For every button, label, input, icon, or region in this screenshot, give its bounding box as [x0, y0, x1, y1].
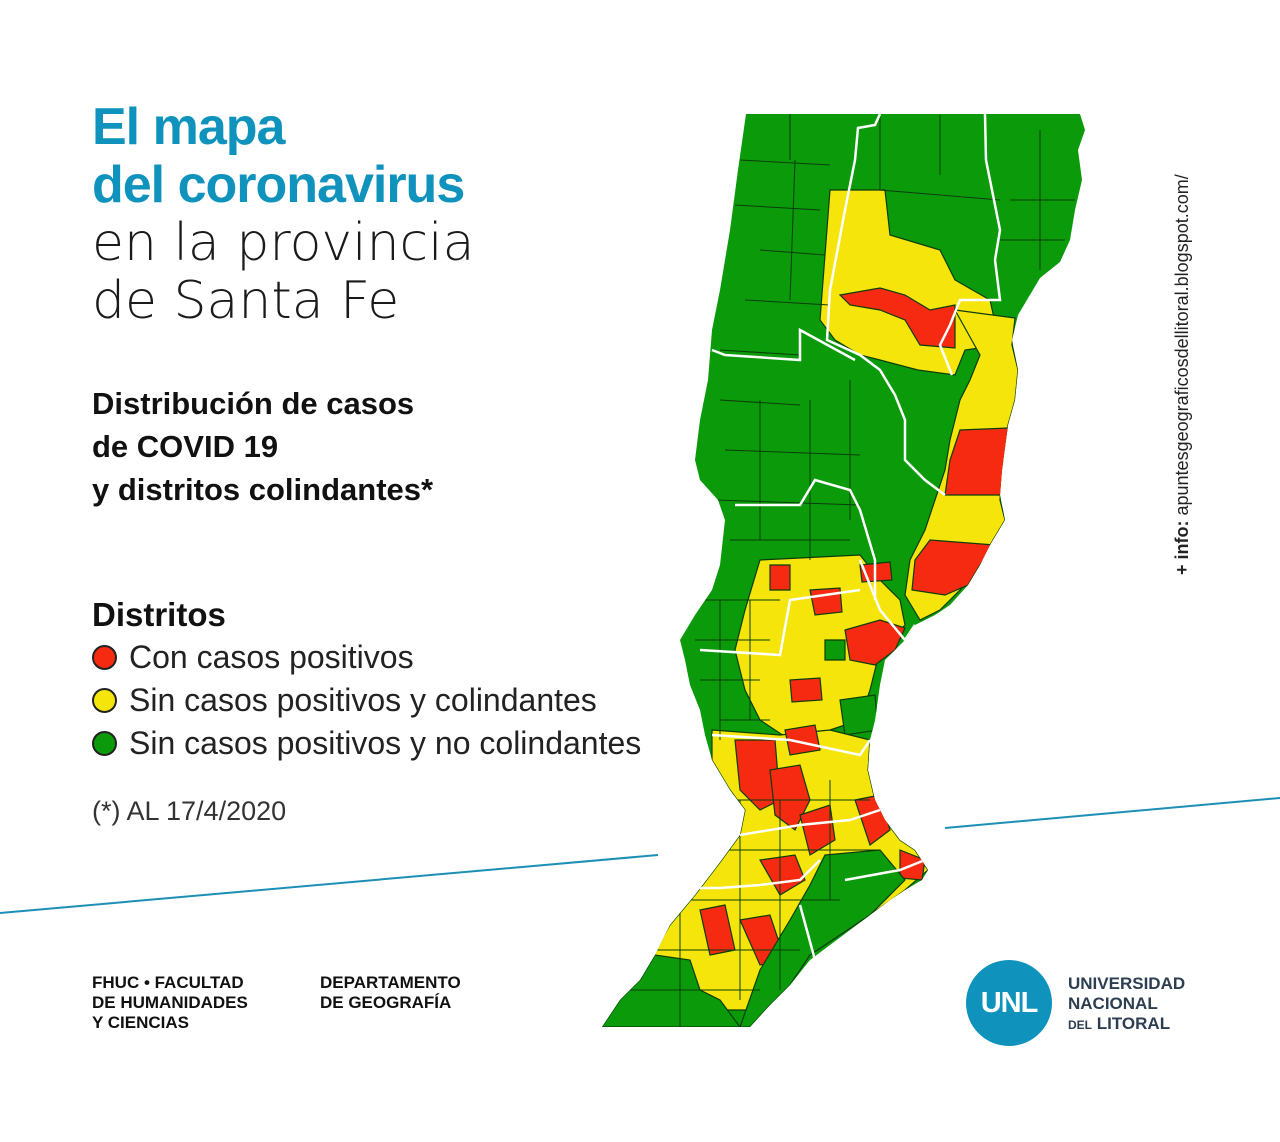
department-line-2: DE GEOGRAFÍA [320, 993, 452, 1012]
yellow-circle-icon [92, 688, 117, 713]
more-info-link[interactable]: + info: apuntesgeograficosdellitoral.blo… [1172, 174, 1193, 575]
info-prefix: + info: [1172, 520, 1192, 576]
green-circle-icon [92, 731, 117, 756]
university-line-3: DEL LITORAL [1068, 1014, 1185, 1035]
legend-item-non-adjacent: Sin casos positivos y no colindantes [92, 722, 641, 765]
legend-item-adjacent: Sin casos positivos y colindantes [92, 679, 641, 722]
legend-label: Sin casos positivos y no colindantes [129, 725, 642, 761]
unl-logo: UNL [966, 960, 1052, 1046]
department-line-1: DEPARTAMENTO [320, 973, 461, 992]
title-line-1: El mapa [92, 98, 285, 156]
legend-heading: Distritos [92, 596, 226, 633]
university-name: UNIVERSIDAD NACIONAL DEL LITORAL [1068, 974, 1185, 1035]
info-url[interactable]: apuntesgeograficosdellitoral.blogspot.co… [1172, 174, 1192, 516]
faculty-line-2: DE HUMANIDADES [92, 993, 248, 1012]
legend-item-positive: Con casos positivos [92, 636, 641, 679]
university-line-1: UNIVERSIDAD [1068, 974, 1186, 993]
title-line-3: en la provincia [92, 213, 475, 273]
university-line-2: NACIONAL [1068, 994, 1158, 1013]
faculty-line-3: Y CIENCIAS [92, 1013, 189, 1032]
subtitle-line-2: de COVID 19 [92, 429, 279, 464]
title-line-4: de Santa Fe [92, 271, 400, 331]
department-label: DEPARTAMENTO DE GEOGRAFÍA [320, 973, 461, 1013]
subtitle: Distribución de casos de COVID 19 y dist… [92, 382, 433, 511]
legend-label: Con casos positivos [129, 639, 414, 675]
legend-label: Sin casos positivos y colindantes [129, 682, 597, 718]
page-title: El mapa del coronavirus en la provincia … [92, 98, 474, 330]
subtitle-line-1: Distribución de casos [92, 386, 415, 421]
map-legend: Distritos Con casos positivos Sin casos … [92, 596, 641, 765]
faculty-label: FHUC • FACULTAD DE HUMANIDADES Y CIENCIA… [92, 973, 248, 1033]
university-litoral: LITORAL [1096, 1014, 1171, 1033]
red-circle-icon [92, 645, 117, 670]
faculty-line-1: FHUC • FACULTAD [92, 973, 244, 992]
university-del: DEL [1068, 1018, 1092, 1032]
title-line-2: del coronavirus [92, 156, 465, 214]
date-note: (*) AL 17/4/2020 [92, 796, 287, 826]
subtitle-line-3: y distritos colindantes* [92, 472, 434, 507]
